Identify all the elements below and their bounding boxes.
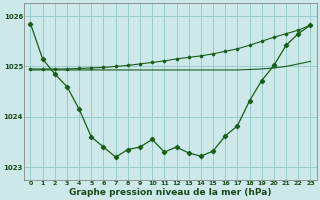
- X-axis label: Graphe pression niveau de la mer (hPa): Graphe pression niveau de la mer (hPa): [69, 188, 272, 197]
